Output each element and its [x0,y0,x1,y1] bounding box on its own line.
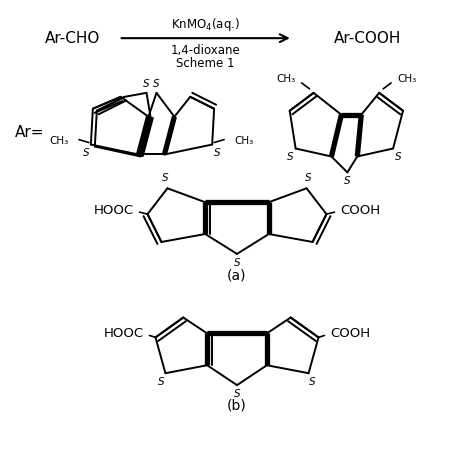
Text: Ar-COOH: Ar-COOH [334,31,401,46]
Text: S: S [309,377,316,387]
Text: (a): (a) [227,269,247,283]
Text: S: S [287,153,294,163]
Text: S: S [153,79,160,89]
Text: CH₃: CH₃ [397,74,416,84]
Text: HOOC: HOOC [103,327,144,340]
Text: S: S [158,377,165,387]
Text: S: S [82,148,89,158]
Text: HOOC: HOOC [93,204,134,217]
Text: CH₃: CH₃ [234,136,253,146]
Text: COOH: COOH [330,327,371,340]
Text: KnMO$_4$(aq.): KnMO$_4$(aq.) [171,16,239,33]
Text: CH₃: CH₃ [276,74,296,84]
Text: S: S [162,173,169,183]
Text: Ar=: Ar= [15,125,44,140]
Text: S: S [214,148,220,158]
Text: Ar-CHO: Ar-CHO [46,31,100,46]
Text: S: S [234,258,240,268]
Text: COOH: COOH [340,204,381,217]
Text: S: S [305,173,312,183]
Text: S: S [344,176,351,186]
Text: S: S [395,153,401,163]
Text: CH₃: CH₃ [50,136,69,146]
Text: Scheme 1: Scheme 1 [176,56,235,70]
Text: 1,4-dioxane: 1,4-dioxane [170,44,240,56]
Text: (b): (b) [227,398,247,412]
Text: S: S [234,389,240,399]
Text: S: S [143,79,150,89]
